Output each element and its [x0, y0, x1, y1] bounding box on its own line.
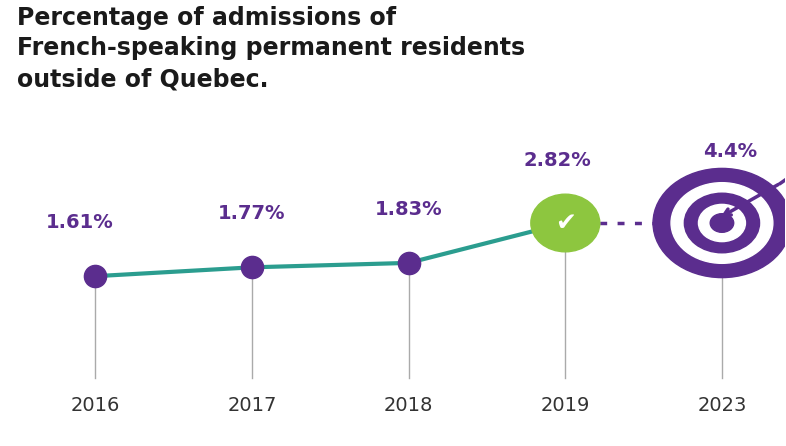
- Text: Percentage of admissions of
French-speaking permanent residents
outside of Quebe: Percentage of admissions of French-speak…: [17, 6, 525, 91]
- Text: 2017: 2017: [227, 396, 277, 415]
- Text: 2019: 2019: [541, 396, 590, 415]
- Ellipse shape: [711, 214, 733, 232]
- Ellipse shape: [671, 183, 773, 263]
- Ellipse shape: [685, 193, 759, 253]
- Text: 4.4%: 4.4%: [703, 142, 757, 161]
- Text: ✔: ✔: [555, 211, 576, 235]
- Ellipse shape: [531, 194, 600, 252]
- Text: 2016: 2016: [71, 396, 120, 415]
- Text: 1.83%: 1.83%: [375, 199, 443, 219]
- Ellipse shape: [653, 169, 786, 277]
- Text: 2023: 2023: [697, 396, 747, 415]
- Ellipse shape: [699, 204, 745, 242]
- Text: 1.61%: 1.61%: [46, 213, 114, 232]
- Text: 2018: 2018: [384, 396, 433, 415]
- Text: 2.82%: 2.82%: [523, 151, 591, 170]
- Text: 1.77%: 1.77%: [219, 204, 286, 223]
